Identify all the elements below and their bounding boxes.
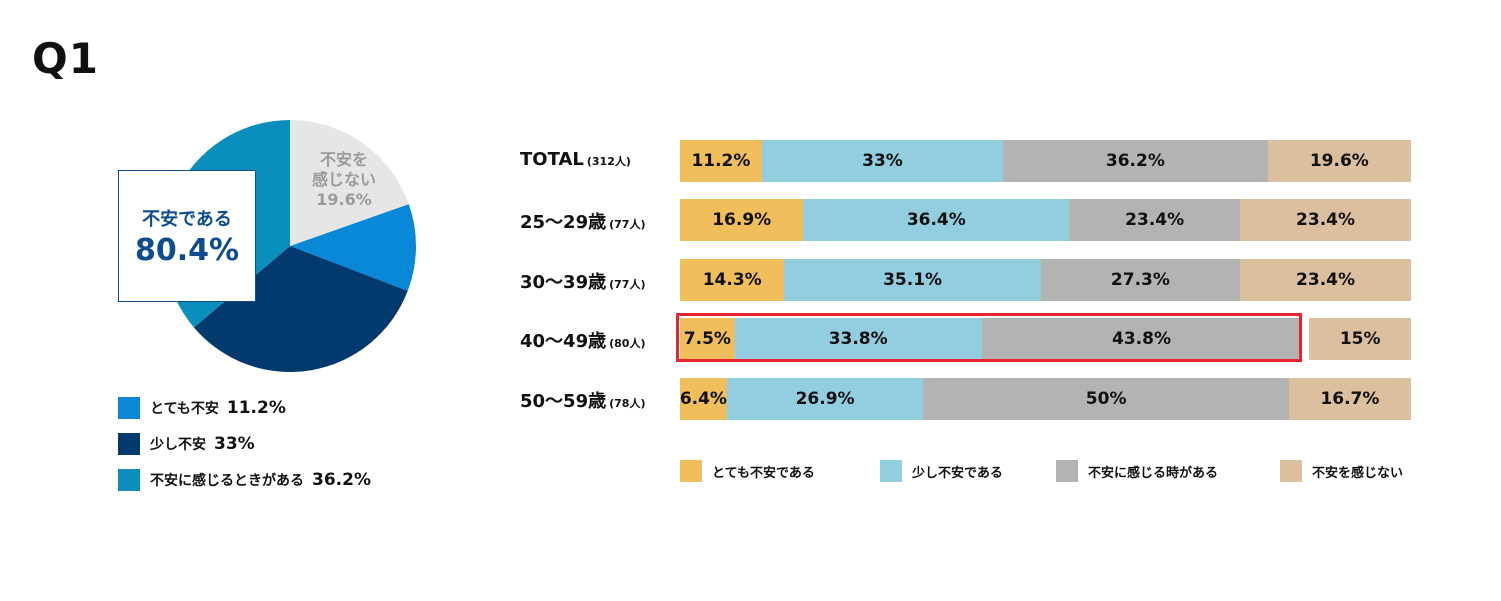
bar-segment-a-little-anxious: 33% [761,140,1004,182]
bar-segment-very-anxious: 7.5% [680,318,735,360]
row-label-count: (77人) [609,218,646,231]
pie-legend-swatch-little [118,433,140,455]
pie-legend-item-sometimes: 不安に感じるときがある 36.2% [118,462,371,498]
pie-legend-swatch-sometimes [118,469,140,491]
pie-legend-label: 不安に感じるときがある [150,473,304,489]
bar-segment-a-little-anxious: 35.1% [784,259,1041,301]
bar-segment-very-anxious: 6.4% [680,378,727,420]
bar-data-label: 19.6% [1309,151,1369,171]
bar-segment-not-anxious: 23.4% [1240,259,1411,301]
bar-data-label: 23.4% [1296,210,1356,230]
bar-segment-sometimes-anxious: 43.8% [981,318,1302,360]
bar-row: 7.5% 33.8% 43.8% 15% [680,318,1411,360]
bar-legend: とても不安である 少し不安である 不安に感じる時がある 不安を感じない [680,460,1411,482]
bar-legend-swatch-sometimes [1056,460,1078,482]
pie-legend-value: 36.2% [312,470,371,490]
bar-legend-swatch-very [680,460,702,482]
bar-segment-not-anxious: 19.6% [1267,140,1411,182]
bar-data-label: 7.5% [683,329,731,349]
bar-segment-very-anxious: 11.2% [680,140,762,182]
row-label: 30〜39歳 (77人) [520,268,670,294]
pie-legend-label: とても不安 [150,401,219,417]
bar-data-label: 23.4% [1296,270,1356,290]
bar-segment-not-anxious: 16.7% [1288,378,1411,420]
pie-legend-value: 33% [214,434,255,454]
bar-segment-not-anxious: 15% [1309,318,1411,360]
anxious-callout: 不安である 80.4% [118,170,256,302]
row-label: 25〜29歳 (77人) [520,208,670,234]
not-anxious-label-line2: 感じない [311,170,376,189]
pie-legend-item-very: とても不安 11.2% [118,390,371,426]
row-label-category: 40〜49歳 [520,331,607,352]
row-label-category: TOTAL [520,149,584,170]
bar-legend-swatch-little [880,460,902,482]
bar-legend-item-not: 不安を感じない [1280,460,1403,482]
bar-segment-sometimes-anxious: 27.3% [1040,259,1241,301]
bar-data-label: 16.9% [712,210,772,230]
bar-legend-label: 少し不安である [912,465,1003,481]
bar-row: 11.2% 33% 36.2% 19.6% [680,140,1411,182]
bar-data-label: 36.2% [1105,151,1165,171]
bar-segment-sometimes-anxious: 23.4% [1069,199,1241,241]
bar-segment-a-little-anxious: 36.4% [803,199,1070,241]
bar-data-label: 36.4% [906,210,966,230]
bar-legend-label: とても不安である [712,465,815,481]
bar-data-label: 27.3% [1110,270,1170,290]
bar-legend-item-sometimes: 不安に感じる時がある [1056,460,1218,482]
bar-data-label: 43.8% [1112,329,1171,349]
row-label-count: (77人) [609,278,646,291]
pie-legend-item-little: 少し不安 33% [118,426,371,462]
bar-segment-a-little-anxious: 26.9% [726,378,924,420]
bar-data-label: 6.4% [680,389,727,409]
not-anxious-value: 19.6% [316,190,372,209]
not-anxious-pie-label: 不安を 感じない 19.6% [296,150,392,210]
bar-data-label: 33.8% [828,329,888,349]
pie-slice-not-anxious [290,120,409,246]
bar-data-label: 23.4% [1125,210,1185,230]
anxious-callout-label: 不安である [142,209,232,230]
bar-legend-label: 不安を感じない [1312,465,1404,481]
pie-legend-swatch-very [118,397,140,419]
bar-data-label: 33% [862,151,903,171]
row-label-category: 30〜39歳 [520,272,607,293]
bar-legend-label: 不安に感じる時がある [1088,465,1219,481]
bar-segment-very-anxious: 14.3% [680,259,785,301]
bar-segment-sometimes-anxious: 36.2% [1003,140,1268,182]
not-anxious-label-line1: 不安を [319,150,368,169]
row-label: 40〜49歳 (80人) [520,327,670,353]
row-label-count: (78人) [609,397,646,410]
row-label-category: 50〜59歳 [520,391,607,412]
pie-legend-value: 11.2% [226,398,286,418]
row-label-category: 25〜29歳 [520,212,607,233]
bar-data-label: 15% [1339,329,1381,349]
pie-slice-a-little-anxious [193,246,408,372]
row-label-count: (312人) [586,155,631,168]
bar-legend-item-little: 少し不安である [880,460,1003,482]
bar-data-label: 14.3% [702,270,762,290]
pie-legend-label: 少し不安 [150,437,206,453]
bar-row: 16.9% 36.4% 23.4% 23.4% [680,199,1411,241]
bar-data-label: 11.2% [691,151,751,171]
chart-title: Q1 [32,34,99,83]
row-label: TOTAL (312人) [520,149,670,170]
bar-data-label: 50% [1085,389,1127,409]
bar-segment-not-anxious: 23.4% [1240,199,1411,241]
pie-slice-very-anxious [290,204,416,291]
bar-segment-very-anxious: 16.9% [680,199,804,241]
pie-legend: とても不安 11.2% 少し不安 33% 不安に感じるときがある 36.2% [118,390,371,498]
bar-row: 6.4% 26.9% 50% 16.7% [680,378,1411,420]
bar-data-label: 26.9% [795,389,855,409]
bar-legend-item-very: とても不安である [680,460,815,482]
row-label: 50〜59歳 (78人) [520,387,670,413]
anxious-callout-value: 80.4% [134,233,240,268]
bar-segment-sometimes-anxious: 50% [923,378,1289,420]
bar-data-label: 16.7% [1320,389,1380,409]
bar-segment-a-little-anxious: 33.8% [734,318,982,360]
row-label-count: (80人) [609,337,646,350]
bar-row: 14.3% 35.1% 27.3% 23.4% [680,259,1411,301]
bar-legend-swatch-not [1280,460,1302,482]
bar-data-label: 35.1% [883,270,943,290]
